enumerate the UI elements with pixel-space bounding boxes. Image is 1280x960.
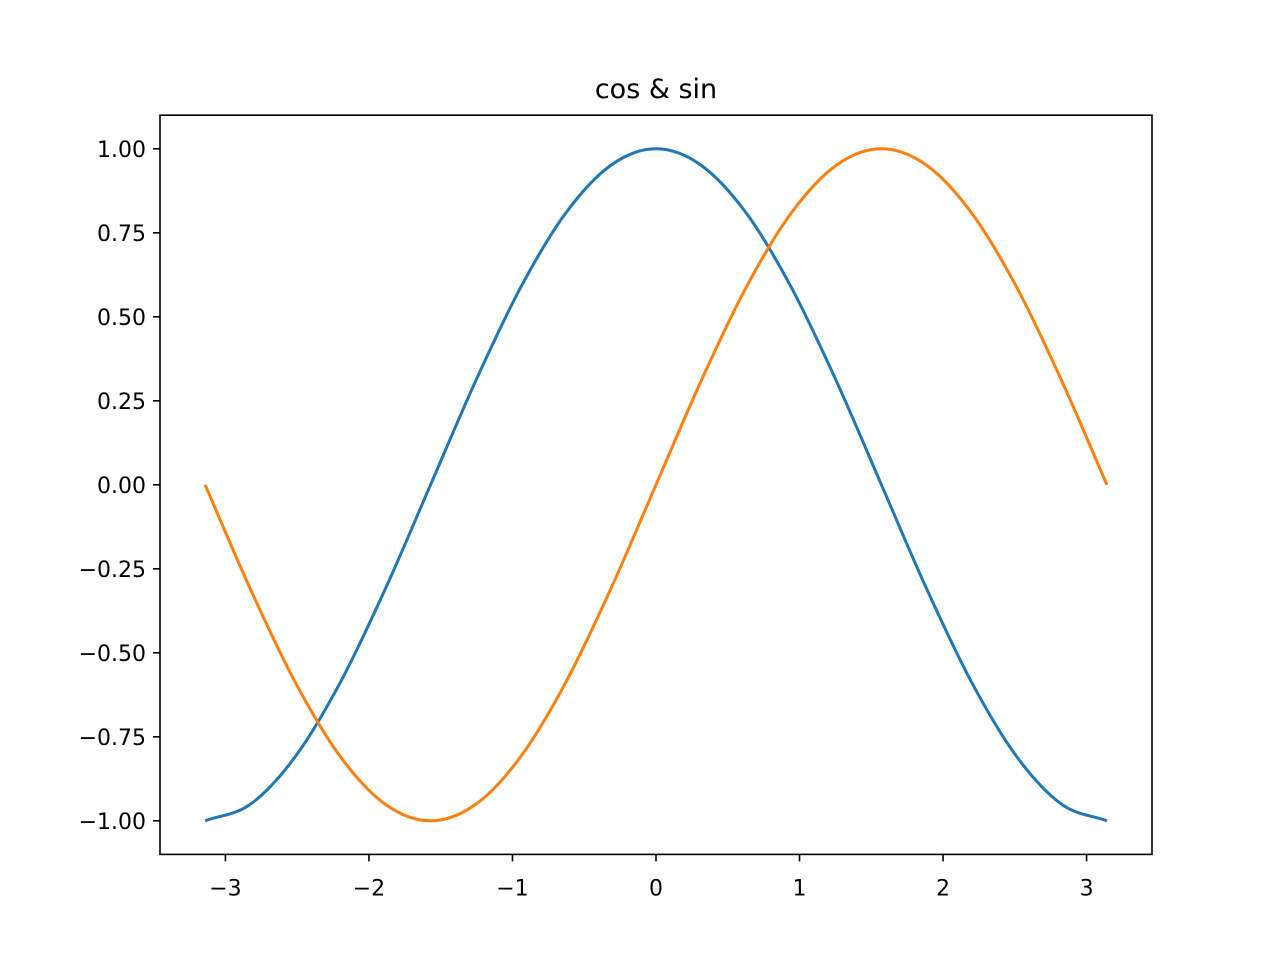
y-tick-label: 0.00 (97, 474, 146, 499)
y-tick-label: −0.75 (79, 726, 146, 751)
x-tick-label: 1 (793, 876, 807, 901)
x-tick-label: −3 (209, 876, 241, 901)
x-tick-label: −2 (353, 876, 385, 901)
series-line-1 (203, 147, 1109, 823)
y-tick-label: 0.25 (97, 390, 146, 415)
y-axis: −1.00 −0.75 −0.50 −0.25 0.00 0.25 0.50 0.75 1.00 (79, 138, 160, 835)
x-tick-label: 0 (649, 876, 663, 901)
chart-title: cos & sin (595, 74, 717, 105)
x-tick-label: 2 (936, 876, 950, 901)
series-layer (203, 147, 1109, 823)
y-tick-label: −0.25 (79, 558, 146, 583)
y-tick-label: −1.00 (79, 810, 146, 835)
y-tick-label: −0.50 (79, 642, 146, 667)
x-tick-label: −1 (496, 876, 528, 901)
x-axis: −3 −2 −1 0 1 2 3 (209, 854, 1094, 901)
y-tick-label: 0.50 (97, 306, 146, 331)
y-tick-label: 1.00 (97, 138, 146, 163)
series-line-0 (204, 147, 1108, 823)
y-tick-label: 0.75 (97, 222, 146, 247)
x-tick-label: 3 (1080, 876, 1094, 901)
